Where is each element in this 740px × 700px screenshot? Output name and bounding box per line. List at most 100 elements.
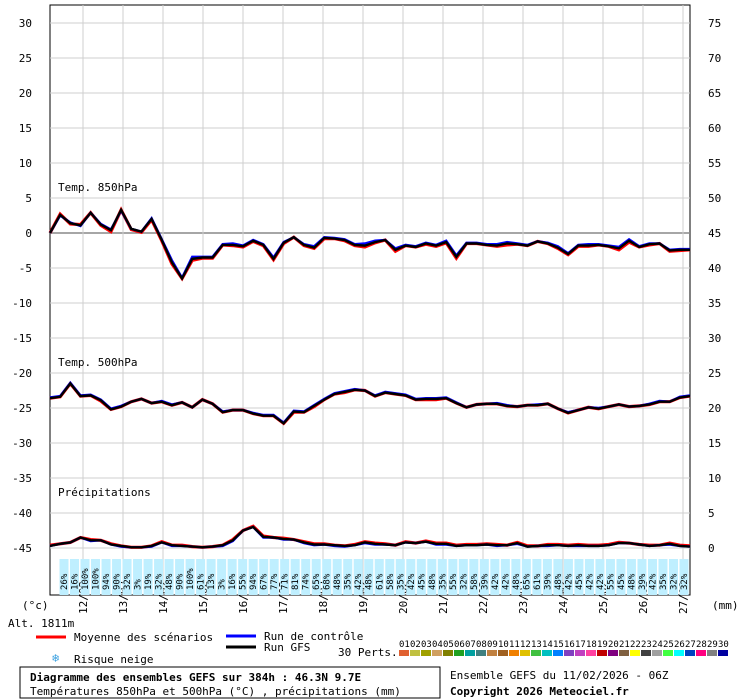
snow-risk-cell [416,559,426,595]
y-left-tick: 25 [19,52,32,65]
pert-label: 12 [520,640,531,650]
snow-risk-cell [668,559,678,595]
y-right-tick: 0 [708,542,715,555]
y-right-tick: 10 [708,472,721,485]
snow-risk-value: 48% [333,573,343,590]
snow-risk-cell [343,559,353,595]
pert-label: 15 [553,640,564,650]
snow-risk-cell [406,559,416,595]
y-left-tick: -30 [12,437,32,450]
pert-swatch [454,650,464,656]
snow-risk-value: 42% [648,573,658,590]
pert-label: 09 [487,640,498,650]
snow-risk-value: 42% [585,573,595,590]
pert-swatch [597,650,607,656]
pert-swatch [674,650,684,656]
legend-control-label: Run de contrôle [264,630,363,643]
snow-risk-cell [500,559,510,595]
snow-risk-cell [80,559,90,595]
snow-risk-cell [637,559,647,595]
snow-risk-value: 3% [134,579,144,590]
snow-risk-value: 77% [270,573,280,590]
snow-risk-value: 48% [165,573,175,590]
snow-risk-value: 61% [533,573,543,590]
snow-risk-value: 94% [102,573,112,590]
pert-swatch [608,650,618,656]
pert-swatch [443,650,453,656]
snow-risk-cell [322,559,332,595]
snow-risk-value: 32% [669,573,679,590]
snow-risk-value: 45% [417,573,427,590]
snow-risk-value: 42% [407,573,417,590]
pert-label: 27 [685,640,696,650]
pert-swatch [586,650,596,656]
snow-risk-value: 19% [144,573,154,590]
pert-swatch [685,650,695,656]
snow-risk-cell [227,559,237,595]
snow-risk-cell [395,559,405,595]
snow-risk-value: 42% [596,573,606,590]
snow-risk-cell [553,559,563,595]
y-right-tick: 25 [708,367,721,380]
snow-risk-cell [532,559,542,595]
pert-swatch [399,650,409,656]
pert-label: 05 [443,640,454,650]
series-gfs-precip [49,525,691,549]
snow-risk-cell [175,559,185,595]
pert-label: 24 [652,640,663,650]
y-right-tick: 60 [708,122,721,135]
snow-risk-cell [122,559,132,595]
snow-risk-value: 32% [459,573,469,590]
pert-swatch [696,650,706,656]
y-left-tick: 20 [19,87,32,100]
snow-risk-value: 48% [554,573,564,590]
snow-risk-value: 48% [365,573,375,590]
snow-risk-cell [364,559,374,595]
y-right-tick: 65 [708,87,721,100]
pert-swatch [432,650,442,656]
snow-risk-value: 61% [197,573,207,590]
pert-swatch [663,650,673,656]
snow-risk-cell [164,559,174,595]
pert-label: 06 [454,640,465,650]
snow-risk-value: 74% [302,573,312,590]
label-t500: Temp. 500hPa [58,356,137,369]
copyright: Copyright 2026 Meteociel.fr [450,685,629,698]
y-left-tick: -35 [12,472,32,485]
snow-risk-cell [248,559,258,595]
label-precip: Précipitations [58,486,151,499]
pert-swatch [509,650,519,656]
snow-risk-value: 61% [375,573,385,590]
pert-swatch [487,650,497,656]
snow-risk-value: 48% [627,573,637,590]
series-gfs-t850 [48,207,690,281]
snow-risk-cell [217,559,227,595]
pert-label: 04 [432,640,443,650]
snow-risk-cell [595,559,605,595]
snow-risk-cell [112,559,122,595]
y-right-tick: 30 [708,332,721,345]
chart-title: Diagramme des ensembles GEFS sur 384h : … [30,671,361,684]
snow-risk-value: 65% [312,573,322,590]
snow-risk-value: 32% [155,573,165,590]
snow-risk-cell [143,559,153,595]
snowflake-icon: ❄ [52,651,59,665]
y-left-tick: 5 [25,192,32,205]
snow-risk-cell [427,559,437,595]
y-right-unit: (mm) [712,599,739,612]
snow-risk-value: 45% [617,573,627,590]
snow-risk-value: 90% [176,573,186,590]
snow-risk-value: 55% [606,573,616,590]
snow-risk-value: 71% [281,573,291,590]
pert-label: 19 [597,640,608,650]
y-left-tick: 15 [19,122,32,135]
pert-swatch [630,650,640,656]
snow-risk-cell [206,559,216,595]
legend-mean-label: Moyenne des scénarios [74,631,213,644]
snow-risk-cell [154,559,164,595]
y-left-tick: 0 [25,227,32,240]
y-left-tick: -5 [19,262,32,275]
snow-risk-value: 35% [438,573,448,590]
snow-risk-cell [374,559,384,595]
